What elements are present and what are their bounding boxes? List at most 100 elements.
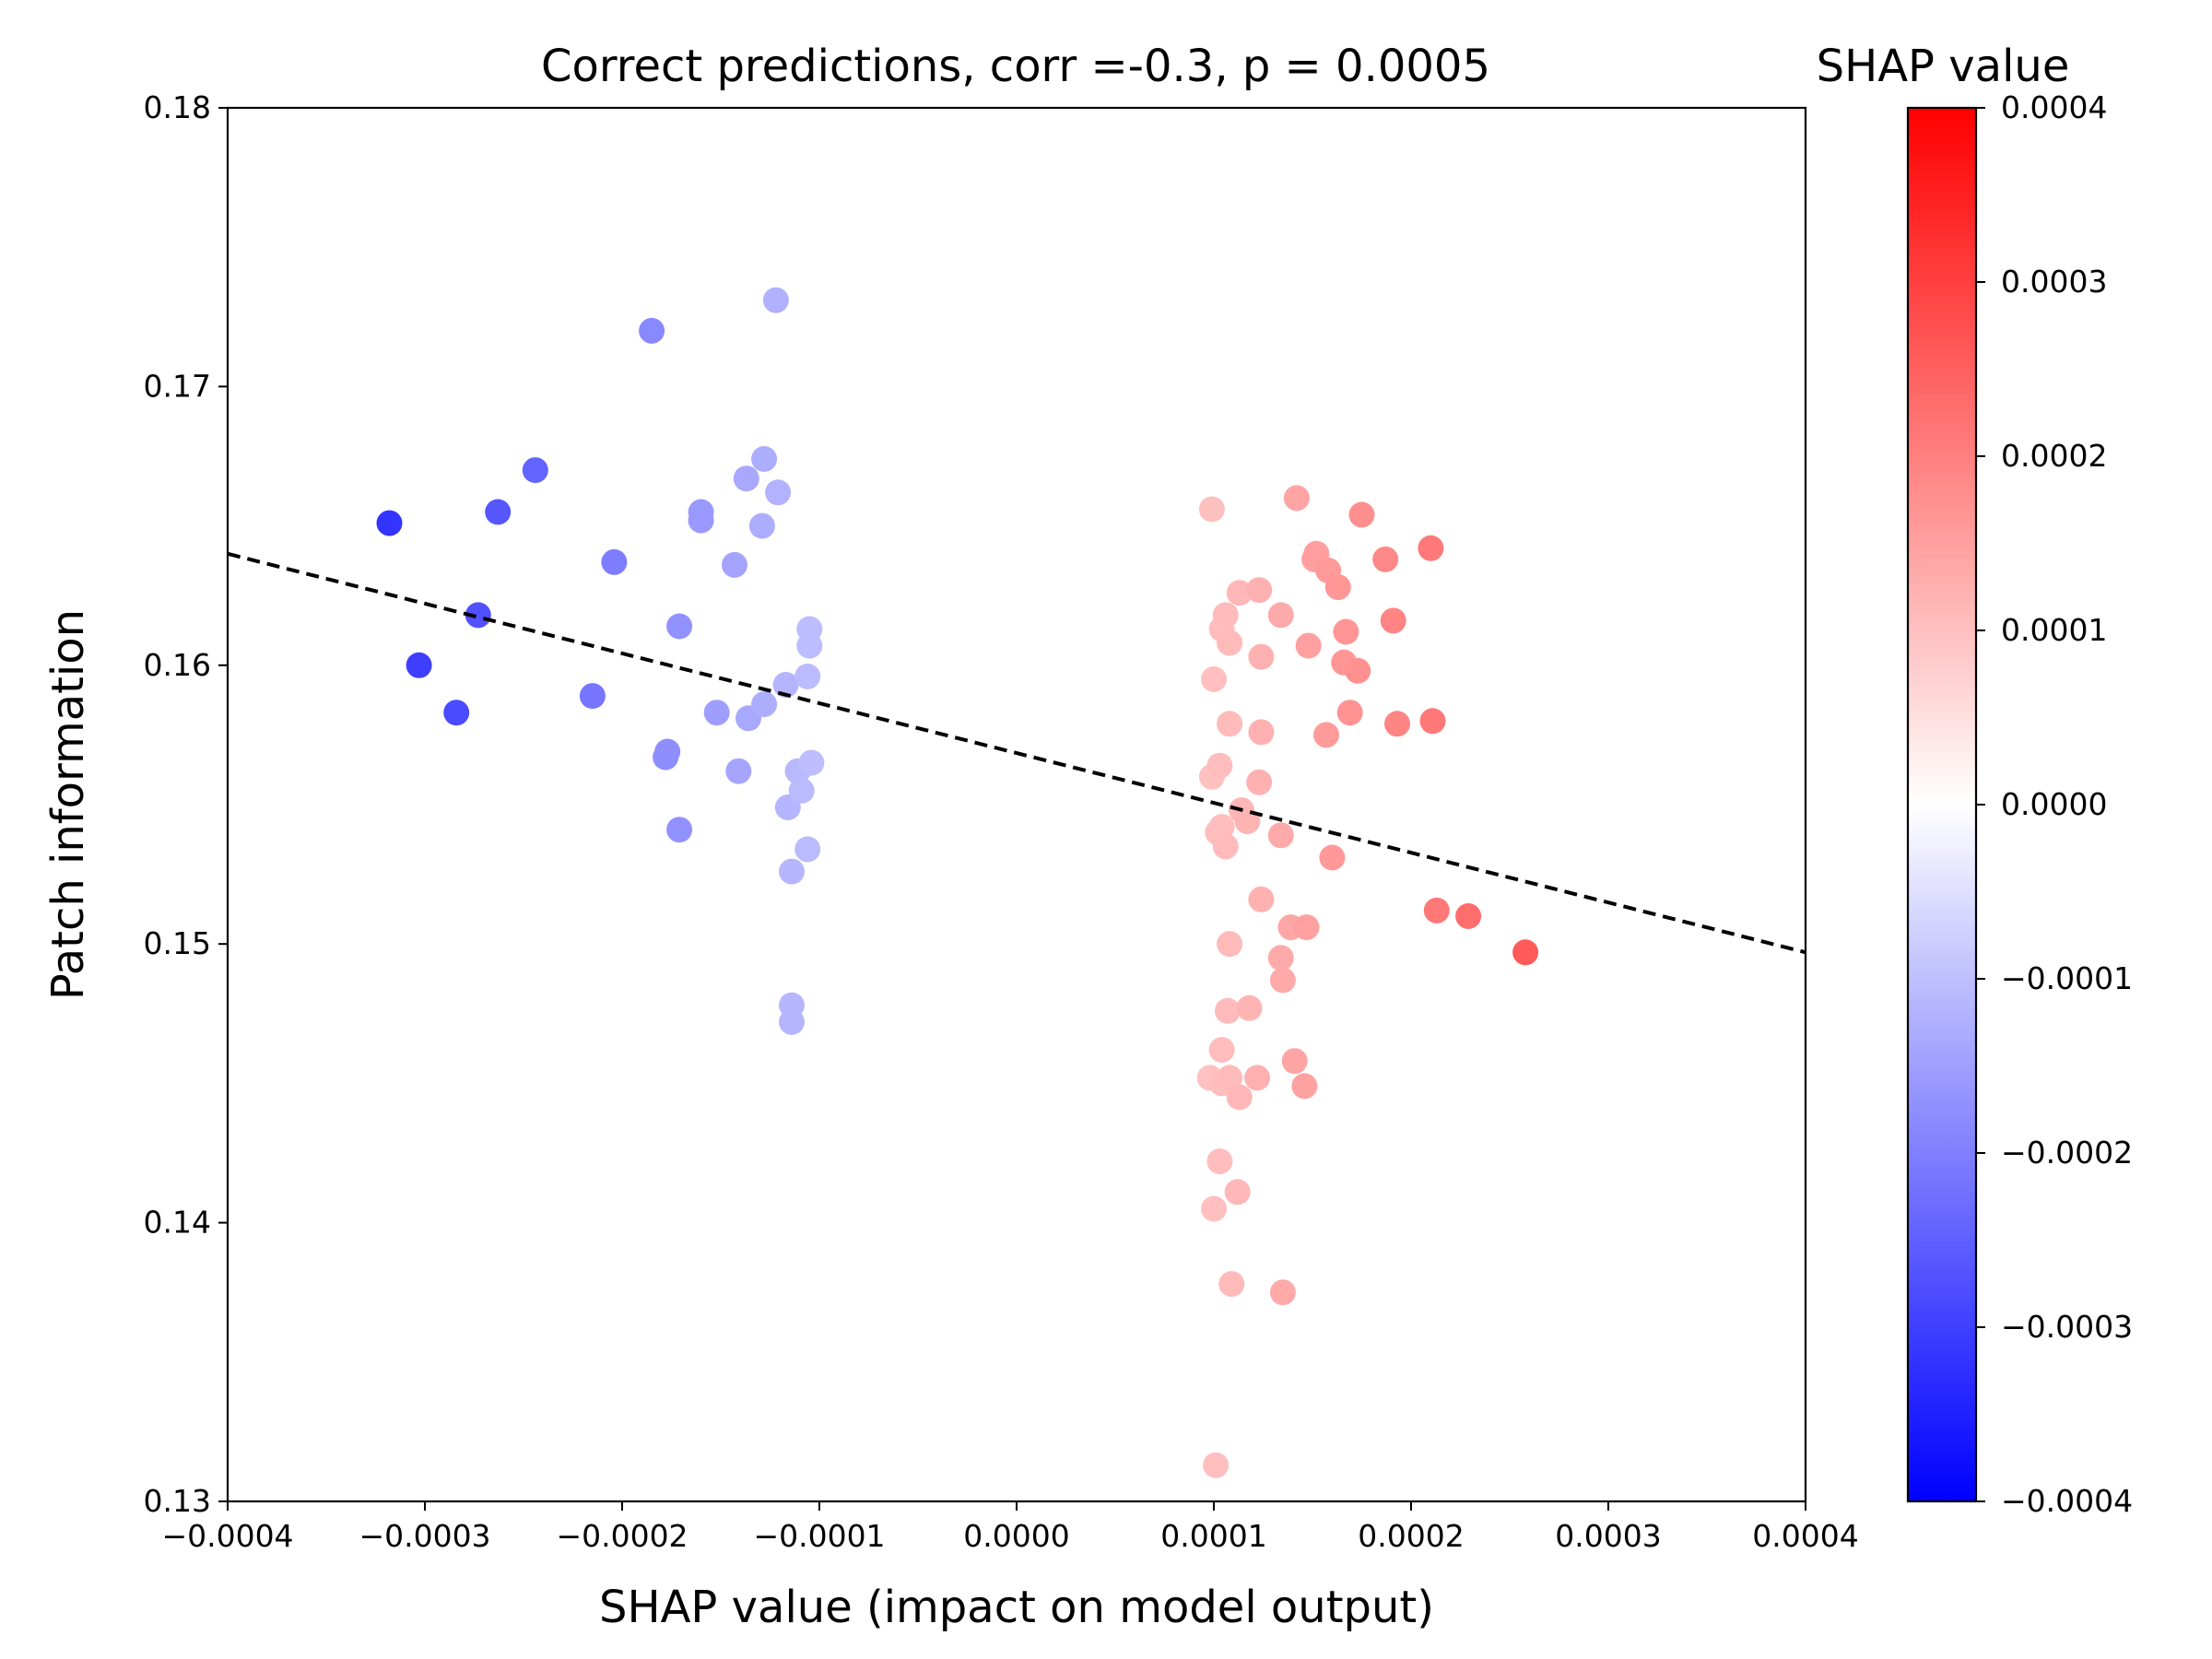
data-point [1246, 769, 1273, 795]
data-point [1236, 994, 1263, 1021]
colorbar-tick-label: 0.0004 [2001, 89, 2107, 125]
colorbar-axis: 0.0004 0.0003 0.0002 0.0001 0.0000 −0.0001 −0.… [1976, 89, 2133, 1519]
y-tick-label: 0.15 [144, 925, 211, 961]
data-point [788, 777, 815, 804]
data-point [1313, 722, 1339, 748]
data-point [1348, 501, 1375, 528]
data-point [522, 457, 548, 484]
data-point [1269, 967, 1296, 994]
data-point [1208, 814, 1235, 841]
y-tick-label: 0.17 [144, 368, 211, 404]
x-tick-label: 0.0003 [1555, 1518, 1661, 1554]
data-point [1206, 752, 1233, 779]
data-point [1423, 897, 1450, 924]
x-tick-label: −0.0004 [161, 1518, 293, 1554]
data-point [1201, 1195, 1227, 1222]
data-point [1512, 939, 1539, 966]
data-point [1217, 931, 1243, 958]
data-point [1226, 580, 1253, 606]
data-point [1267, 822, 1294, 849]
data-point [1212, 602, 1239, 629]
data-point [666, 817, 693, 843]
data-point [1293, 914, 1320, 941]
data-point [1267, 602, 1294, 629]
data-point [1333, 618, 1359, 645]
colorbar-tick-label: −0.0004 [2001, 1483, 2133, 1519]
colorbar-tick-label: −0.0003 [2001, 1309, 2133, 1345]
trend-line [228, 551, 1806, 955]
data-point [1380, 607, 1406, 634]
x-tick-label: −0.0001 [753, 1518, 885, 1554]
colorbar-tick-label: −0.0001 [2001, 960, 2133, 996]
data-point [779, 1008, 805, 1035]
data-point [1217, 711, 1243, 737]
data-point [722, 551, 747, 578]
data-point [639, 317, 665, 344]
colorbar-tick-label: 0.0002 [2001, 438, 2107, 474]
data-point [443, 700, 470, 726]
x-tick-label: −0.0002 [556, 1518, 688, 1554]
x-tick-label: −0.0003 [359, 1518, 490, 1554]
data-point [796, 632, 823, 659]
data-point [762, 287, 789, 313]
data-point [1455, 903, 1482, 929]
x-axis-title: SHAP value (impact on model output) [599, 1582, 1434, 1633]
data-point [794, 836, 821, 863]
data-point [751, 691, 778, 718]
x-tick-label: 0.0001 [1160, 1518, 1266, 1554]
colorbar [1906, 106, 1978, 1503]
colorbar-tick-label: 0.0003 [2001, 264, 2107, 300]
data-point [653, 744, 679, 771]
data-point [1198, 496, 1225, 523]
data-point [1283, 485, 1310, 512]
data-point [1244, 1065, 1271, 1091]
data-point [1281, 1048, 1308, 1075]
plot-frame [226, 106, 1807, 1503]
data-point [1295, 632, 1322, 659]
data-point [725, 758, 752, 784]
data-point [1203, 1452, 1230, 1478]
x-tick-label: 0.0000 [963, 1518, 1069, 1554]
y-axis-title: Patch information [42, 609, 94, 1000]
data-point [1418, 535, 1444, 561]
x-tick-label: 0.0004 [1752, 1518, 1858, 1554]
data-point [1226, 1084, 1253, 1111]
data-point [1224, 1179, 1251, 1206]
data-point [1345, 657, 1371, 684]
data-point [601, 548, 628, 575]
y-tick-label: 0.18 [144, 89, 211, 125]
y-tick-label: 0.16 [144, 647, 211, 683]
data-point [1248, 719, 1275, 746]
data-point [1319, 844, 1346, 871]
data-point [798, 749, 825, 776]
data-point [1291, 1073, 1318, 1100]
data-point [751, 446, 778, 472]
data-point [485, 499, 512, 525]
data-point [703, 700, 730, 726]
data-point [1217, 629, 1243, 656]
colorbar-tick-label: 0.0001 [2001, 612, 2107, 648]
colorbar-tick-label: 0.0000 [2001, 786, 2107, 822]
data-point [733, 465, 759, 492]
y-tick-label: 0.13 [144, 1483, 211, 1519]
data-point [1212, 833, 1239, 860]
colorbar-tick-label: −0.0002 [2001, 1135, 2133, 1171]
x-tick-label: 0.0002 [1358, 1518, 1464, 1554]
data-point [579, 683, 606, 710]
data-point [1419, 708, 1446, 735]
data-point [688, 507, 714, 534]
data-point [794, 663, 821, 689]
data-point [406, 652, 432, 678]
data-point [748, 512, 775, 539]
points-layer [376, 287, 1539, 1478]
data-point [666, 613, 693, 640]
data-point [1269, 1279, 1296, 1306]
data-point [1248, 643, 1275, 670]
y-axis: 0.13 0.14 0.15 0.16 0.17 0.18 [144, 89, 228, 1519]
data-point [1248, 886, 1275, 912]
data-point [1336, 700, 1363, 726]
data-point [1372, 546, 1399, 572]
data-point [465, 602, 491, 629]
data-point [376, 510, 403, 536]
